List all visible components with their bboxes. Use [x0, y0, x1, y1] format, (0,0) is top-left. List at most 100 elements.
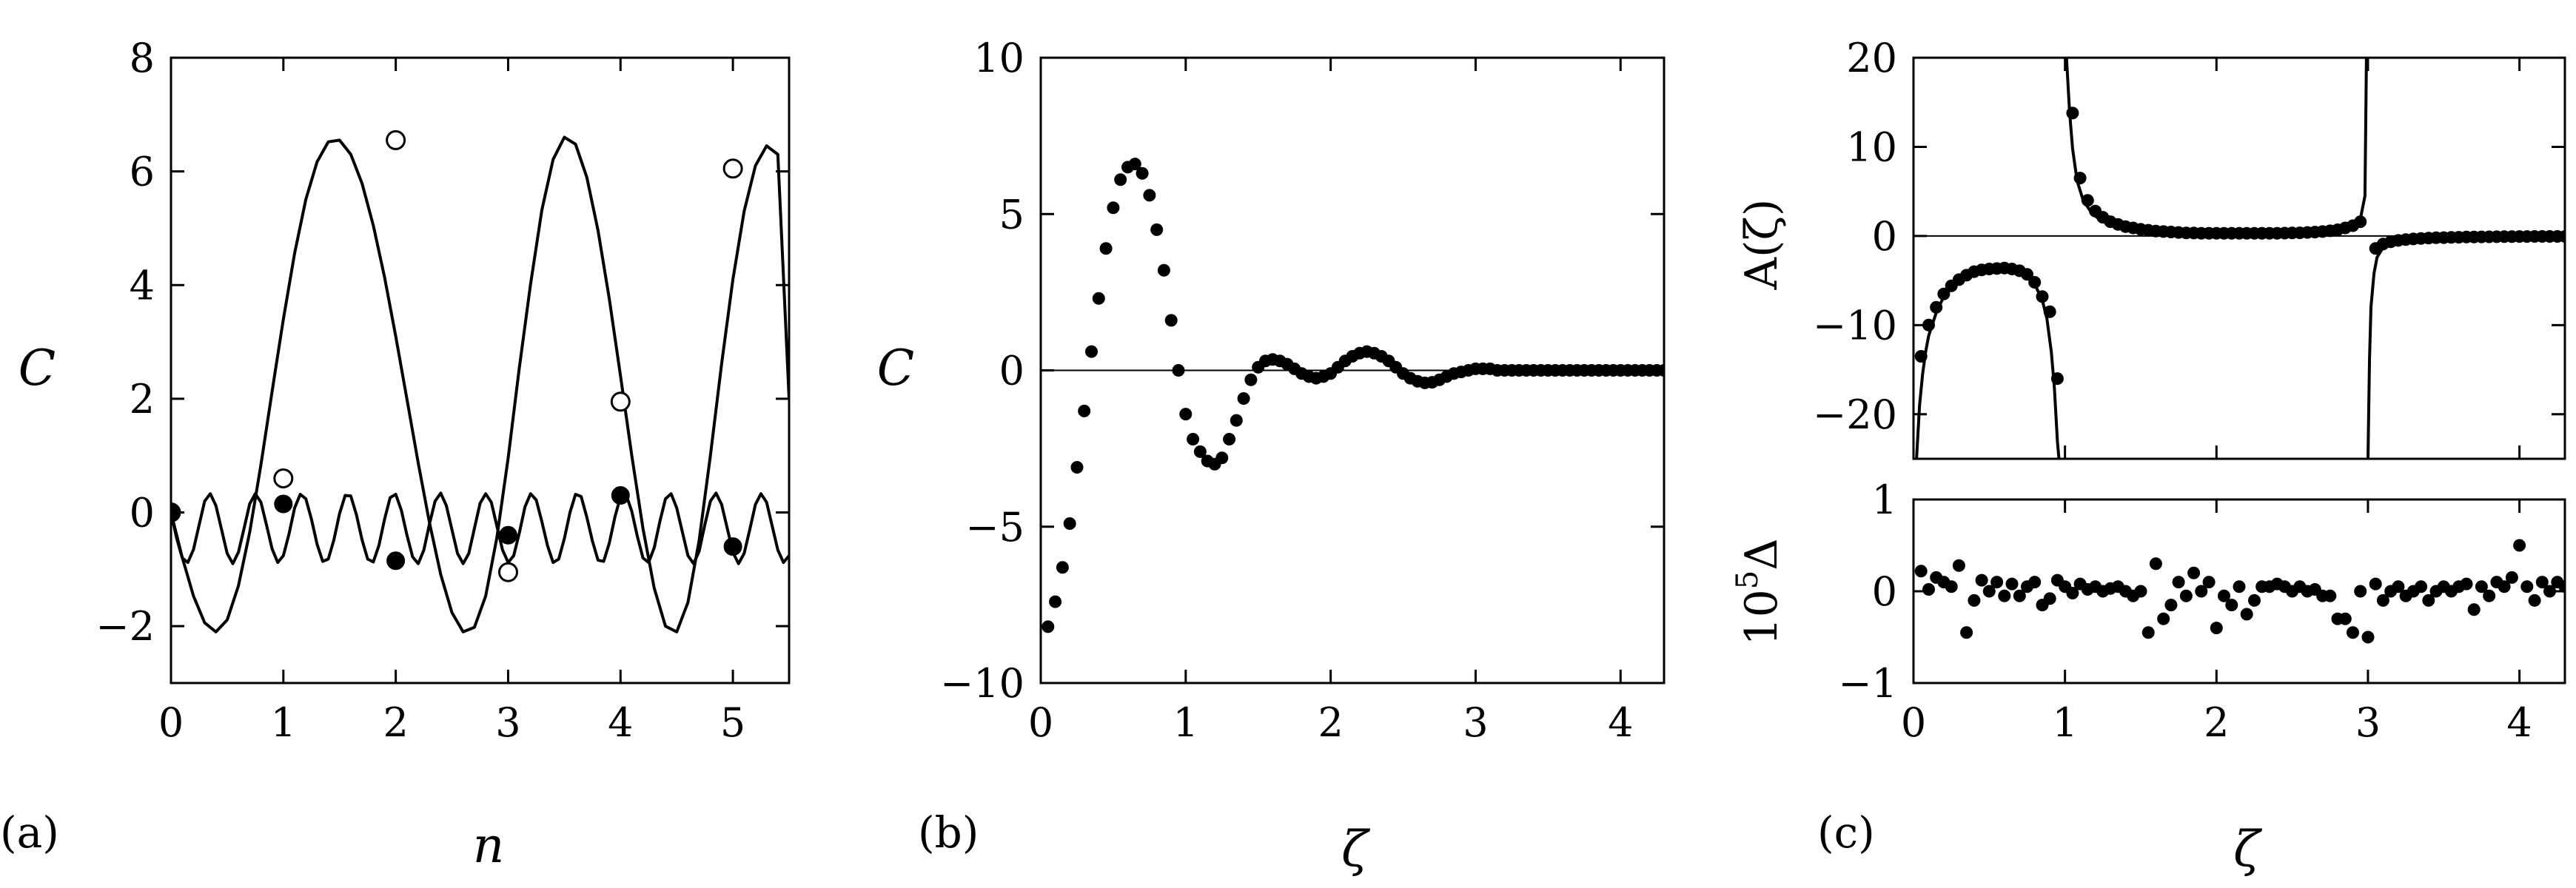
- data-point: [1230, 414, 1243, 427]
- series-line-0: [171, 135, 789, 633]
- data-point: [2354, 215, 2367, 229]
- panel-b-ylabel: C: [877, 340, 915, 397]
- data-point: [1968, 593, 1981, 607]
- data-point: [2195, 585, 2208, 598]
- data-point: [2028, 576, 2042, 589]
- x-tick-label: 3: [1463, 699, 1488, 746]
- data-point: [1223, 433, 1236, 445]
- data-point: [2028, 276, 2042, 289]
- data-point: [1078, 404, 1091, 417]
- data-point: [2164, 599, 2178, 612]
- panel-b-xlabel: ζ: [1341, 821, 1371, 878]
- data-point: [2149, 557, 2162, 571]
- data-point: [2483, 589, 2496, 602]
- panel-c-top-plot-area: [1913, 58, 2565, 459]
- data-point: [1114, 173, 1127, 186]
- data-point: [1056, 561, 1069, 574]
- data-point: [1937, 287, 1951, 300]
- data-point: [2513, 539, 2526, 552]
- data-point: [1164, 314, 1178, 327]
- data-point: [1237, 392, 1250, 405]
- data-point: [1179, 408, 1193, 421]
- data-point: [2354, 585, 2367, 598]
- panel-a: 0 1 2 3 4 5 −2 0 2 4 6 8 C n (a): [0, 35, 791, 874]
- data-point: [2172, 576, 2185, 589]
- data-point: [1922, 583, 1935, 596]
- data-point: [2157, 612, 2170, 625]
- data-point: [499, 525, 517, 545]
- panel-c-top-ylabel-text: A(ζ): [1736, 199, 1788, 291]
- panel-c-top-frame: [1912, 56, 2566, 460]
- panel-c-tag: (c): [1817, 807, 1875, 858]
- data-point: [1215, 451, 1229, 465]
- data-point: [2233, 580, 2246, 593]
- x-tick-label: 4: [2506, 699, 2532, 746]
- data-point: [2505, 571, 2518, 584]
- data-point: [2043, 592, 2056, 605]
- data-point: [273, 468, 294, 488]
- y-tick-label: 0: [1872, 213, 1897, 260]
- x-tick-label: 2: [1318, 699, 1343, 746]
- data-point: [2347, 626, 2359, 639]
- data-point: [1128, 158, 1141, 171]
- data-point: [2210, 622, 2223, 635]
- data-point: [2050, 372, 2064, 386]
- data-point: [2338, 612, 2352, 625]
- panel-a-plot-area: [171, 130, 789, 633]
- x-tick-label: 1: [1173, 699, 1198, 746]
- data-point: [2240, 608, 2253, 621]
- data-point: [2376, 593, 2389, 607]
- data-point: [2392, 580, 2405, 593]
- data-point: [2422, 593, 2435, 607]
- data-point: [1982, 585, 1996, 598]
- data-point: [2528, 593, 2541, 607]
- data-point: [1063, 517, 1076, 530]
- data-point: [2141, 626, 2155, 639]
- x-tick-label: 4: [608, 699, 633, 746]
- data-point: [2073, 172, 2087, 185]
- data-point: [2361, 630, 2375, 644]
- x-tick-label: 3: [495, 699, 520, 746]
- data-point: [2134, 585, 2147, 598]
- data-point: [1952, 559, 1965, 572]
- data-point: [611, 486, 630, 505]
- data-point: [2324, 589, 2337, 602]
- data-point: [1107, 201, 1120, 215]
- panel-b-tag: (b): [918, 807, 979, 858]
- panel-a-ylabel: C: [19, 340, 56, 397]
- panel-c-bottom-plot-area: [1914, 539, 2565, 644]
- data-point: [1930, 300, 1943, 314]
- data-point: [2218, 589, 2230, 602]
- panel-c-bottom-ylabel-base: 10: [1736, 589, 1788, 645]
- series-line-1: [2065, 58, 2368, 235]
- panel-b: 0 1 2 3 4 −10 −5 0 5 10 C ζ (b): [877, 35, 1666, 878]
- y-tick-label: 5: [999, 191, 1024, 238]
- y-tick-label: −5: [965, 504, 1024, 551]
- data-point: [2013, 589, 2026, 602]
- series-group: [171, 130, 789, 633]
- data-point: [1990, 576, 2004, 589]
- data-point: [2066, 587, 2079, 599]
- data-point: [498, 562, 518, 582]
- data-point: [1187, 433, 1200, 445]
- data-point: [386, 551, 406, 571]
- data-point: [1150, 223, 1164, 236]
- panel-b-plot-area: [1041, 158, 1664, 633]
- panel-c-top-ylabel: A(ζ): [1736, 199, 1788, 291]
- data-point: [1136, 166, 1149, 180]
- panel-c-bottom-ticks: 0 1 2 3 4−101: [1838, 477, 2565, 746]
- y-tick-label: −1: [1838, 660, 1897, 707]
- data-point: [1945, 580, 1958, 593]
- x-tick-label: 1: [2052, 699, 2077, 746]
- data-point: [2225, 599, 2238, 612]
- panel-a-frame: [170, 56, 791, 684]
- series-group: [1041, 158, 1664, 633]
- panel-a-ticks: 0 1 2 3 4 5 −2 0 2 4 6 8: [95, 35, 789, 746]
- data-point: [2179, 589, 2193, 602]
- panel-a-tag: (a): [0, 807, 59, 858]
- y-tick-label: 0: [130, 490, 155, 536]
- data-point: [2021, 268, 2033, 281]
- panel-c-bottom-ylabel: 105Δ: [1731, 538, 1788, 645]
- data-point: [1914, 350, 1928, 363]
